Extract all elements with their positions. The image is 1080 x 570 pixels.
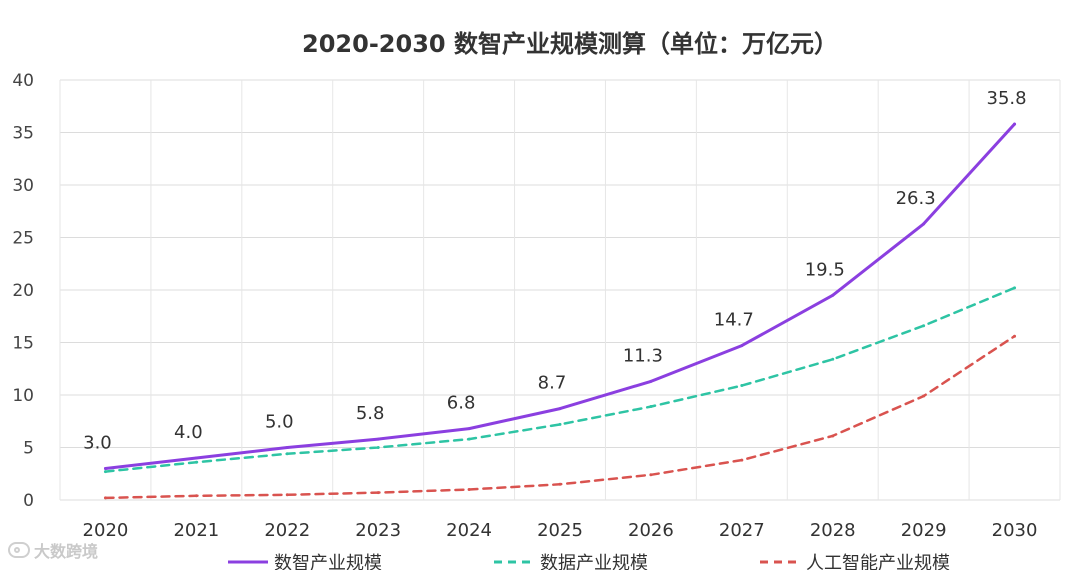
data-label: 5.0 — [265, 412, 294, 433]
data-label: 8.7 — [538, 373, 567, 394]
watermark: 大数跨境 — [8, 538, 98, 562]
data-label: 19.5 — [805, 259, 845, 280]
data-point — [376, 491, 380, 495]
data-label: 11.3 — [623, 345, 663, 366]
data-point — [285, 493, 289, 497]
data-label: 4.0 — [174, 422, 203, 443]
y-tick-label: 20 — [12, 281, 34, 301]
logo-icon — [8, 542, 30, 558]
data-point — [558, 407, 562, 411]
y-tick-label: 15 — [12, 334, 34, 354]
y-tick-label: 40 — [12, 71, 34, 91]
x-tick-label: 2026 — [628, 520, 674, 541]
data-point — [922, 394, 926, 398]
data-point — [558, 482, 562, 486]
data-label: 6.8 — [447, 393, 476, 414]
x-tick-label: 2030 — [992, 520, 1038, 541]
data-label: 35.8 — [987, 88, 1027, 109]
data-point — [467, 437, 471, 441]
data-point — [740, 458, 744, 462]
legend-label-1: 数智产业规模 — [274, 553, 382, 570]
x-tick-label: 2020 — [83, 520, 129, 541]
data-point — [558, 422, 562, 426]
data-point — [922, 222, 926, 226]
x-tick-label: 2028 — [810, 520, 856, 541]
data-point — [831, 434, 835, 438]
x-tick-label: 2029 — [901, 520, 947, 541]
watermark-text: 大数跨境 — [34, 542, 99, 561]
data-point — [103, 467, 107, 470]
grid — [59, 79, 1061, 501]
data-label: 5.8 — [356, 403, 385, 424]
data-point — [194, 460, 198, 464]
y-tick-label: 30 — [12, 176, 34, 196]
data-labels: 3.0 4.0 5.0 5.8 6.8 8.7 11.3 14.7 19.5 26.3 35.8 — [83, 88, 1026, 453]
y-tick-label: 35 — [12, 124, 34, 144]
data-point — [831, 357, 835, 361]
data-point — [649, 379, 653, 383]
data-label: 26.3 — [896, 188, 936, 209]
data-point — [922, 324, 926, 328]
x-tick-label: 2027 — [719, 520, 765, 541]
data-point — [740, 344, 744, 348]
data-label: 14.7 — [714, 310, 754, 331]
y-tick-label: 25 — [12, 229, 34, 249]
data-point — [467, 427, 471, 431]
data-point — [285, 452, 289, 456]
data-point — [194, 456, 198, 460]
legend-label-3: 人工智能产业规模 — [806, 553, 950, 570]
series-layer — [103, 122, 1017, 500]
data-label: 3.0 — [83, 433, 112, 454]
chart-title: 2020-2030 数智产业规模测算（单位：万亿元） — [302, 30, 838, 58]
data-point — [103, 470, 107, 474]
y-tick-label: 5 — [23, 439, 34, 459]
data-point — [103, 496, 107, 500]
data-point — [1013, 334, 1017, 338]
data-point — [376, 446, 380, 449]
legend-label-2: 数据产业规模 — [540, 553, 648, 570]
data-point — [649, 473, 653, 477]
data-point — [1013, 122, 1017, 126]
x-tick-label: 2022 — [264, 520, 310, 541]
x-tick-label: 2024 — [446, 520, 492, 541]
data-point — [740, 384, 744, 388]
data-point — [285, 446, 289, 449]
data-point — [831, 293, 835, 297]
data-point — [376, 437, 380, 441]
data-point — [467, 488, 471, 491]
legend: 数智产业规模 数据产业规模 人工智能产业规模 — [228, 553, 950, 570]
data-point — [649, 405, 653, 409]
x-tick-label: 2025 — [537, 520, 583, 541]
data-point — [1013, 286, 1017, 290]
y-tick-label: 10 — [12, 386, 34, 406]
data-point — [194, 494, 198, 498]
x-tick-label: 2023 — [355, 520, 401, 541]
x-tick-label: 2021 — [173, 520, 219, 541]
y-tick-label: 0 — [23, 491, 34, 511]
